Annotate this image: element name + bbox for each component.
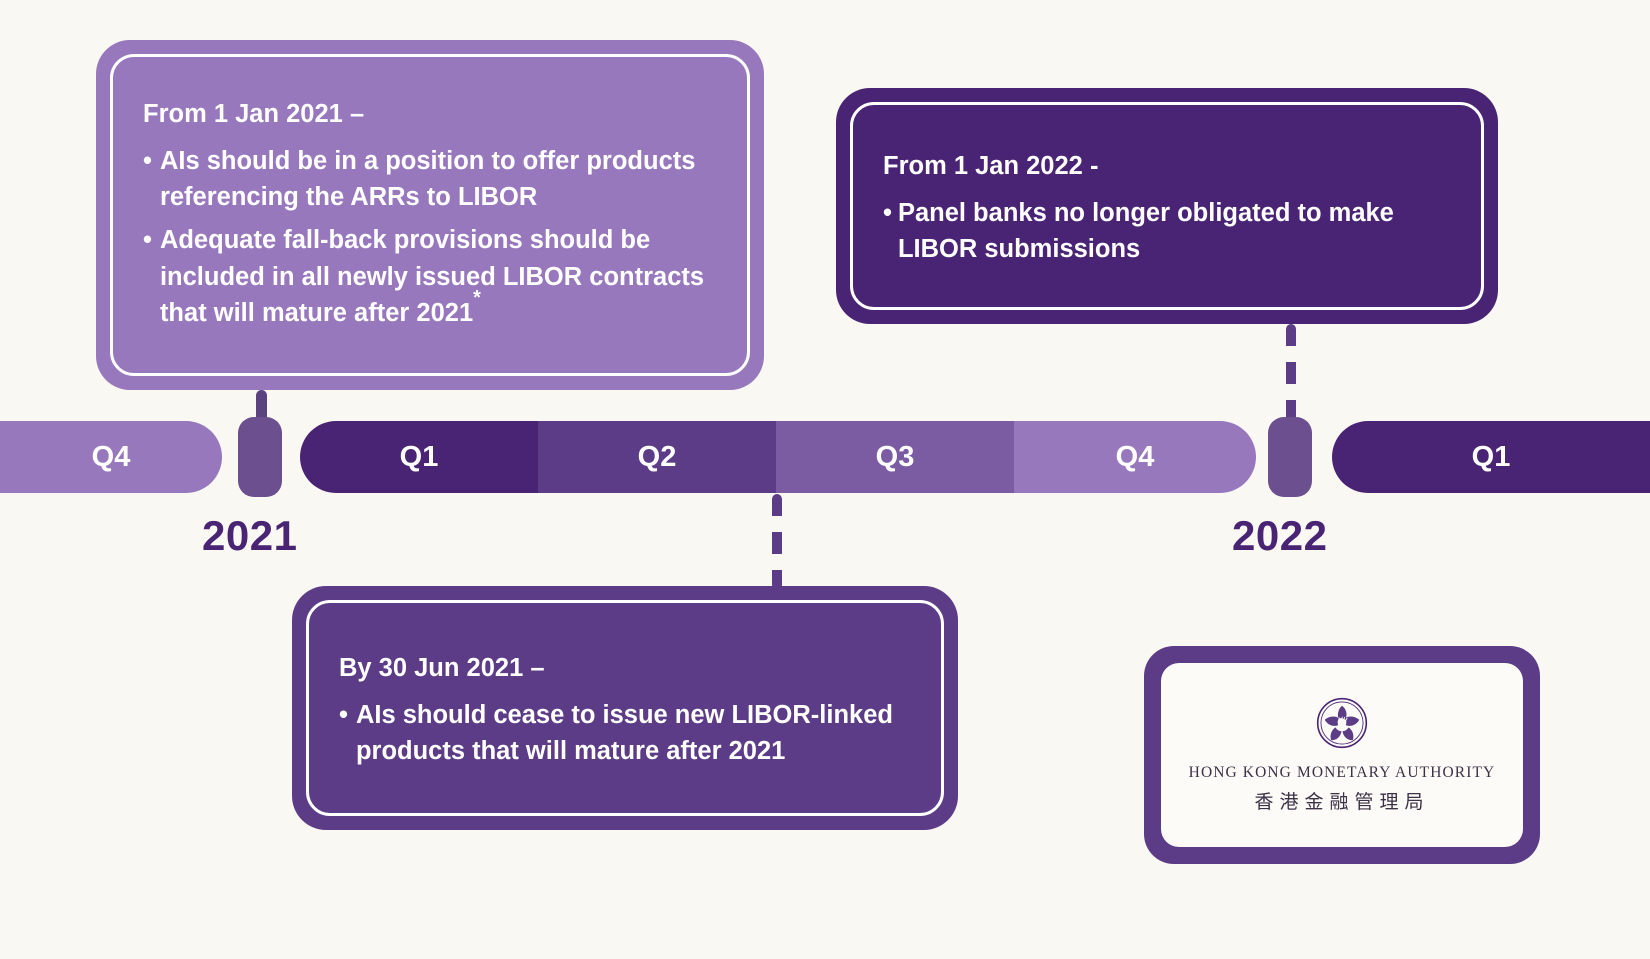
timeline-segment-2021-q3[interactable]: Q3 [776,421,1014,493]
callout-jan-2021-heading: From 1 Jan 2021 – [143,99,365,128]
callout-jun-2021-inner: By 30 Jun 2021 – • AIs should cease to i… [306,600,944,816]
timeline-segment-label: Q3 [875,440,915,473]
callout-jan-2022-inner: From 1 Jan 2022 - • Panel banks no longe… [850,102,1484,310]
bauhinia-flower-icon [1315,696,1369,755]
callout-jan-2021-bullet-2: • Adequate fall-back provisions should b… [143,222,717,332]
callout-jun-2021-heading: By 30 Jun 2021 – [339,653,545,682]
callout-jan-2022-heading: From 1 Jan 2022 - [883,151,1099,180]
year-marker-2021 [238,417,282,497]
callout-jan-2021-inner: From 1 Jan 2021 – • AIs should be in a p… [110,54,750,376]
timeline-segment-label: Q1 [1471,440,1511,473]
bullet-dot-icon: • [339,700,348,729]
timeline-segment-label: Q4 [91,440,131,473]
callout-jan-2022: From 1 Jan 2022 - • Panel banks no longe… [836,88,1498,324]
callout-jan-2021-bullet-2-body: Adequate fall-back provisions should be … [159,226,705,328]
callout-jan-2021-bullet-1-text: AIs should be in a position to offer pro… [159,146,696,212]
callout-jan-2021: From 1 Jan 2021 – • AIs should be in a p… [96,40,764,390]
hkma-logo-english-name: HONG KONG MONETARY AUTHORITY [1188,764,1496,781]
bullet-dot-icon: • [883,198,892,227]
hkma-logo-chinese-name: 香港金融管理局 [1254,792,1430,813]
timeline-segment-2020-q4[interactable]: Q4 [0,421,222,493]
year-label-2022: 2022 [1232,512,1328,559]
timeline-segment-2021-q4[interactable]: Q4 [1014,421,1256,493]
hkma-logo-inner: HONG KONG MONETARY AUTHORITY 香港金融管理局 [1161,663,1523,847]
callout-jun-2021-bullet-1-text: AIs should cease to issue new LIBOR-link… [355,700,893,766]
timeline-segment-label: Q1 [399,440,439,473]
callout-jan-2021-bullet-2-text: Adequate fall-back provisions should be … [160,222,717,332]
connector-jan-2021 [256,390,267,426]
footnote-asterisk: * [473,286,481,309]
timeline-segment-2021-q1[interactable]: Q1 [300,421,538,493]
bullet-dot-icon: • [143,226,152,254]
callout-jan-2021-bullet-1: • AIs should be in a position to offer p… [143,143,717,216]
callout-jun-2021: By 30 Jun 2021 – • AIs should cease to i… [292,586,958,830]
year-label-2021: 2021 [202,512,298,559]
callout-jan-2022-bullet-1: • Panel banks no longer obligated to mak… [883,195,1451,268]
connector-jan-2022 [1286,324,1296,424]
callout-jun-2021-bullet-1: • AIs should cease to issue new LIBOR-li… [339,697,911,770]
timeline-segment-label: Q4 [1115,440,1155,473]
connector-jun-2021 [772,494,782,590]
timeline-segment-label: Q2 [637,440,677,473]
year-marker-2022 [1268,417,1312,497]
bullet-dot-icon: • [143,146,152,175]
timeline-bar: Q4 Q1 Q2 Q3 Q4 Q1 [0,417,1650,497]
timeline-segment-2021-q2[interactable]: Q2 [538,421,776,493]
hkma-logo-card: HONG KONG MONETARY AUTHORITY 香港金融管理局 [1144,646,1540,864]
timeline-segment-2022-q1[interactable]: Q1 [1332,421,1650,493]
callout-jan-2022-bullet-1-text: Panel banks no longer obligated to make … [897,198,1394,264]
